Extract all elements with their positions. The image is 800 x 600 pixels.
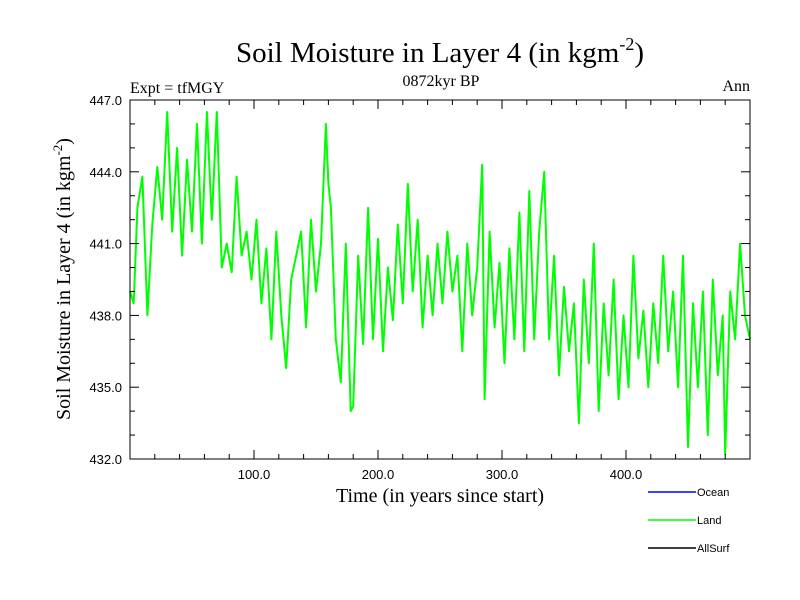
x-tick-label: 300.0 bbox=[486, 467, 519, 482]
y-axis-label-superscript: -2 bbox=[50, 145, 65, 156]
y-tick-label: 435.0 bbox=[89, 380, 122, 395]
x-tick-label: 400.0 bbox=[610, 467, 643, 482]
x-axis-label: Time (in years since start) bbox=[336, 485, 544, 507]
y-tick-label: 438.0 bbox=[89, 308, 122, 323]
y-axis-label: Soil Moisture in Layer 4 (in kgm-2) bbox=[50, 138, 75, 420]
y-tick-label: 444.0 bbox=[89, 165, 122, 180]
y-tick-label: 441.0 bbox=[89, 237, 122, 252]
y-axis-label-close: ) bbox=[53, 138, 75, 145]
plot-area: 100.0 200.0 300.0 400.0 432.0 435.0 438.0 441.0… bbox=[89, 93, 751, 482]
series-line-land bbox=[129, 111, 751, 456]
chart-title: Soil Moisture in Layer 4 (in kgm-2) bbox=[236, 34, 644, 69]
ticks-layer: 100.0 200.0 300.0 400.0 432.0 435.0 438.0 441.0… bbox=[89, 93, 750, 482]
chart-subtitle: 0872kyr BP bbox=[403, 73, 480, 90]
plot-frame bbox=[129, 99, 751, 460]
legend-label-ocean: Ocean bbox=[697, 487, 729, 499]
y-tick-label: 447.0 bbox=[89, 93, 122, 108]
chart-title-text: Soil Moisture in Layer 4 (in kgm bbox=[236, 37, 620, 69]
chart-title-superscript: -2 bbox=[619, 34, 634, 54]
x-tick-label: 200.0 bbox=[362, 467, 395, 482]
y-axis-label-text: Soil Moisture in Layer 4 (in kgm bbox=[53, 155, 75, 420]
legend: Ocean Land AllSurf bbox=[648, 487, 730, 555]
legend-label-allsurf: AllSurf bbox=[697, 543, 730, 555]
chart-title-close: ) bbox=[634, 37, 644, 69]
season-label: Ann bbox=[722, 78, 750, 95]
experiment-label: Expt = tfMGY bbox=[130, 80, 225, 97]
y-tick-label: 432.0 bbox=[89, 452, 122, 467]
x-tick-label: 100.0 bbox=[238, 467, 271, 482]
series-layer bbox=[129, 111, 751, 456]
legend-label-land: Land bbox=[697, 515, 721, 527]
